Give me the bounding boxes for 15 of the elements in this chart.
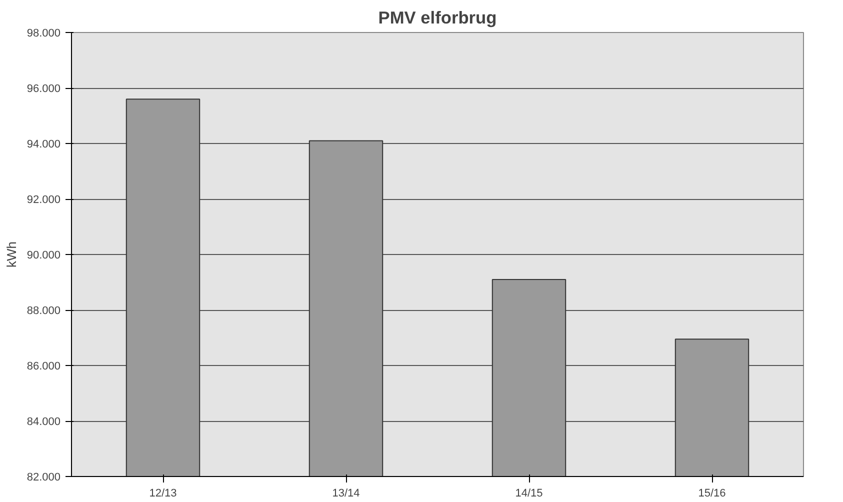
x-tick-label: 13/14 [332, 488, 360, 500]
y-tick-label: 82.000 [26, 472, 61, 484]
y-tick-label: 96.000 [26, 83, 61, 95]
y-tick-label: 98.000 [26, 28, 61, 40]
x-tick-label: 15/16 [698, 488, 726, 500]
y-axis-title: kWh [4, 242, 19, 268]
y-tick-label: 84.000 [26, 416, 61, 428]
y-tick-label: 94.000 [26, 138, 61, 150]
y-tick-label: 92.000 [26, 194, 61, 206]
x-tick-label: 14/15 [515, 488, 543, 500]
y-tick-label: 88.000 [26, 305, 61, 317]
x-tick-label: 12/13 [149, 488, 177, 500]
y-tick-label: 86.000 [26, 360, 61, 372]
chart-title: PMV elforbrug [378, 8, 497, 28]
y-tick-label: 90.000 [26, 250, 61, 262]
